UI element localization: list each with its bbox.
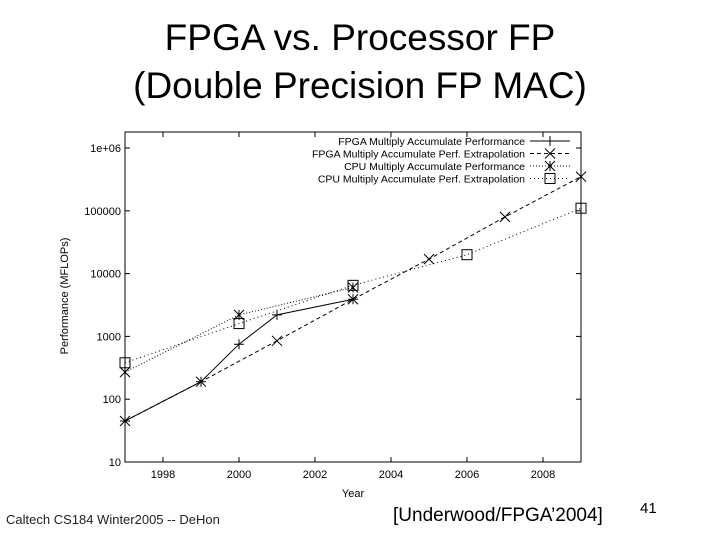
y-tick-label: 1e+06 xyxy=(90,143,121,155)
data-point-series-1 xyxy=(234,339,244,350)
x-tick-label: 2002 xyxy=(303,469,327,481)
footer-course: Caltech CS184 Winter2005 -- DeHon xyxy=(6,512,220,527)
data-point-series-2 xyxy=(119,415,131,427)
legend-marker xyxy=(544,148,556,159)
data-point-series-4 xyxy=(461,249,473,261)
data-point-series-1 xyxy=(272,309,282,320)
data-point-series-2 xyxy=(575,171,587,182)
plot-frame xyxy=(124,131,582,463)
data-point-series-2 xyxy=(347,293,359,305)
x-tick-label: 2004 xyxy=(379,469,403,481)
series-line-3 xyxy=(124,287,354,373)
legend-label: CPU Multiply Accumulate Perf. Extrapolat… xyxy=(318,174,525,186)
footer-citation: [Underwood/FPGA’2004] xyxy=(393,505,603,526)
y-tick-label: 1000 xyxy=(97,331,121,343)
page-number: 41 xyxy=(640,500,657,517)
series-line-4 xyxy=(124,207,582,364)
x-tick-label: 2008 xyxy=(531,469,555,481)
y-axis-label: Performance (MFLOPs) xyxy=(59,238,71,355)
data-point-series-4 xyxy=(119,357,131,369)
x-tick-label: 2006 xyxy=(455,469,479,481)
x-axis-label: Year xyxy=(342,488,365,500)
data-point-series-2 xyxy=(423,253,435,265)
y-tick-label: 100 xyxy=(103,394,121,406)
x-tick-label: 1998 xyxy=(151,469,175,481)
data-point-series-2 xyxy=(271,335,283,347)
data-point-series-4 xyxy=(233,318,245,330)
y-tick-label: 10000 xyxy=(90,269,121,281)
x-tick-label: 2000 xyxy=(227,469,251,481)
data-point-series-2 xyxy=(195,376,207,388)
data-point-series-3 xyxy=(119,366,131,378)
legend-marker xyxy=(545,136,555,146)
data-point-series-4 xyxy=(347,279,359,291)
legend-label: FPGA Multiply Accumulate Perf. Extrapola… xyxy=(312,149,525,161)
y-tick-label: 100000 xyxy=(84,206,121,218)
legend-marker xyxy=(544,160,556,172)
legend-marker xyxy=(544,173,556,184)
data-point-series-2 xyxy=(499,211,511,223)
slide-title-line2: (Double Precision FP MAC) xyxy=(133,65,587,106)
y-tick-label: 10 xyxy=(109,457,121,469)
legend-label: FPGA Multiply Accumulate Performance xyxy=(338,136,525,148)
data-point-series-4 xyxy=(575,202,587,214)
legend-label: CPU Multiply Accumulate Performance xyxy=(344,161,525,173)
slide-title-line1: FPGA vs. Processor FP xyxy=(164,17,556,58)
